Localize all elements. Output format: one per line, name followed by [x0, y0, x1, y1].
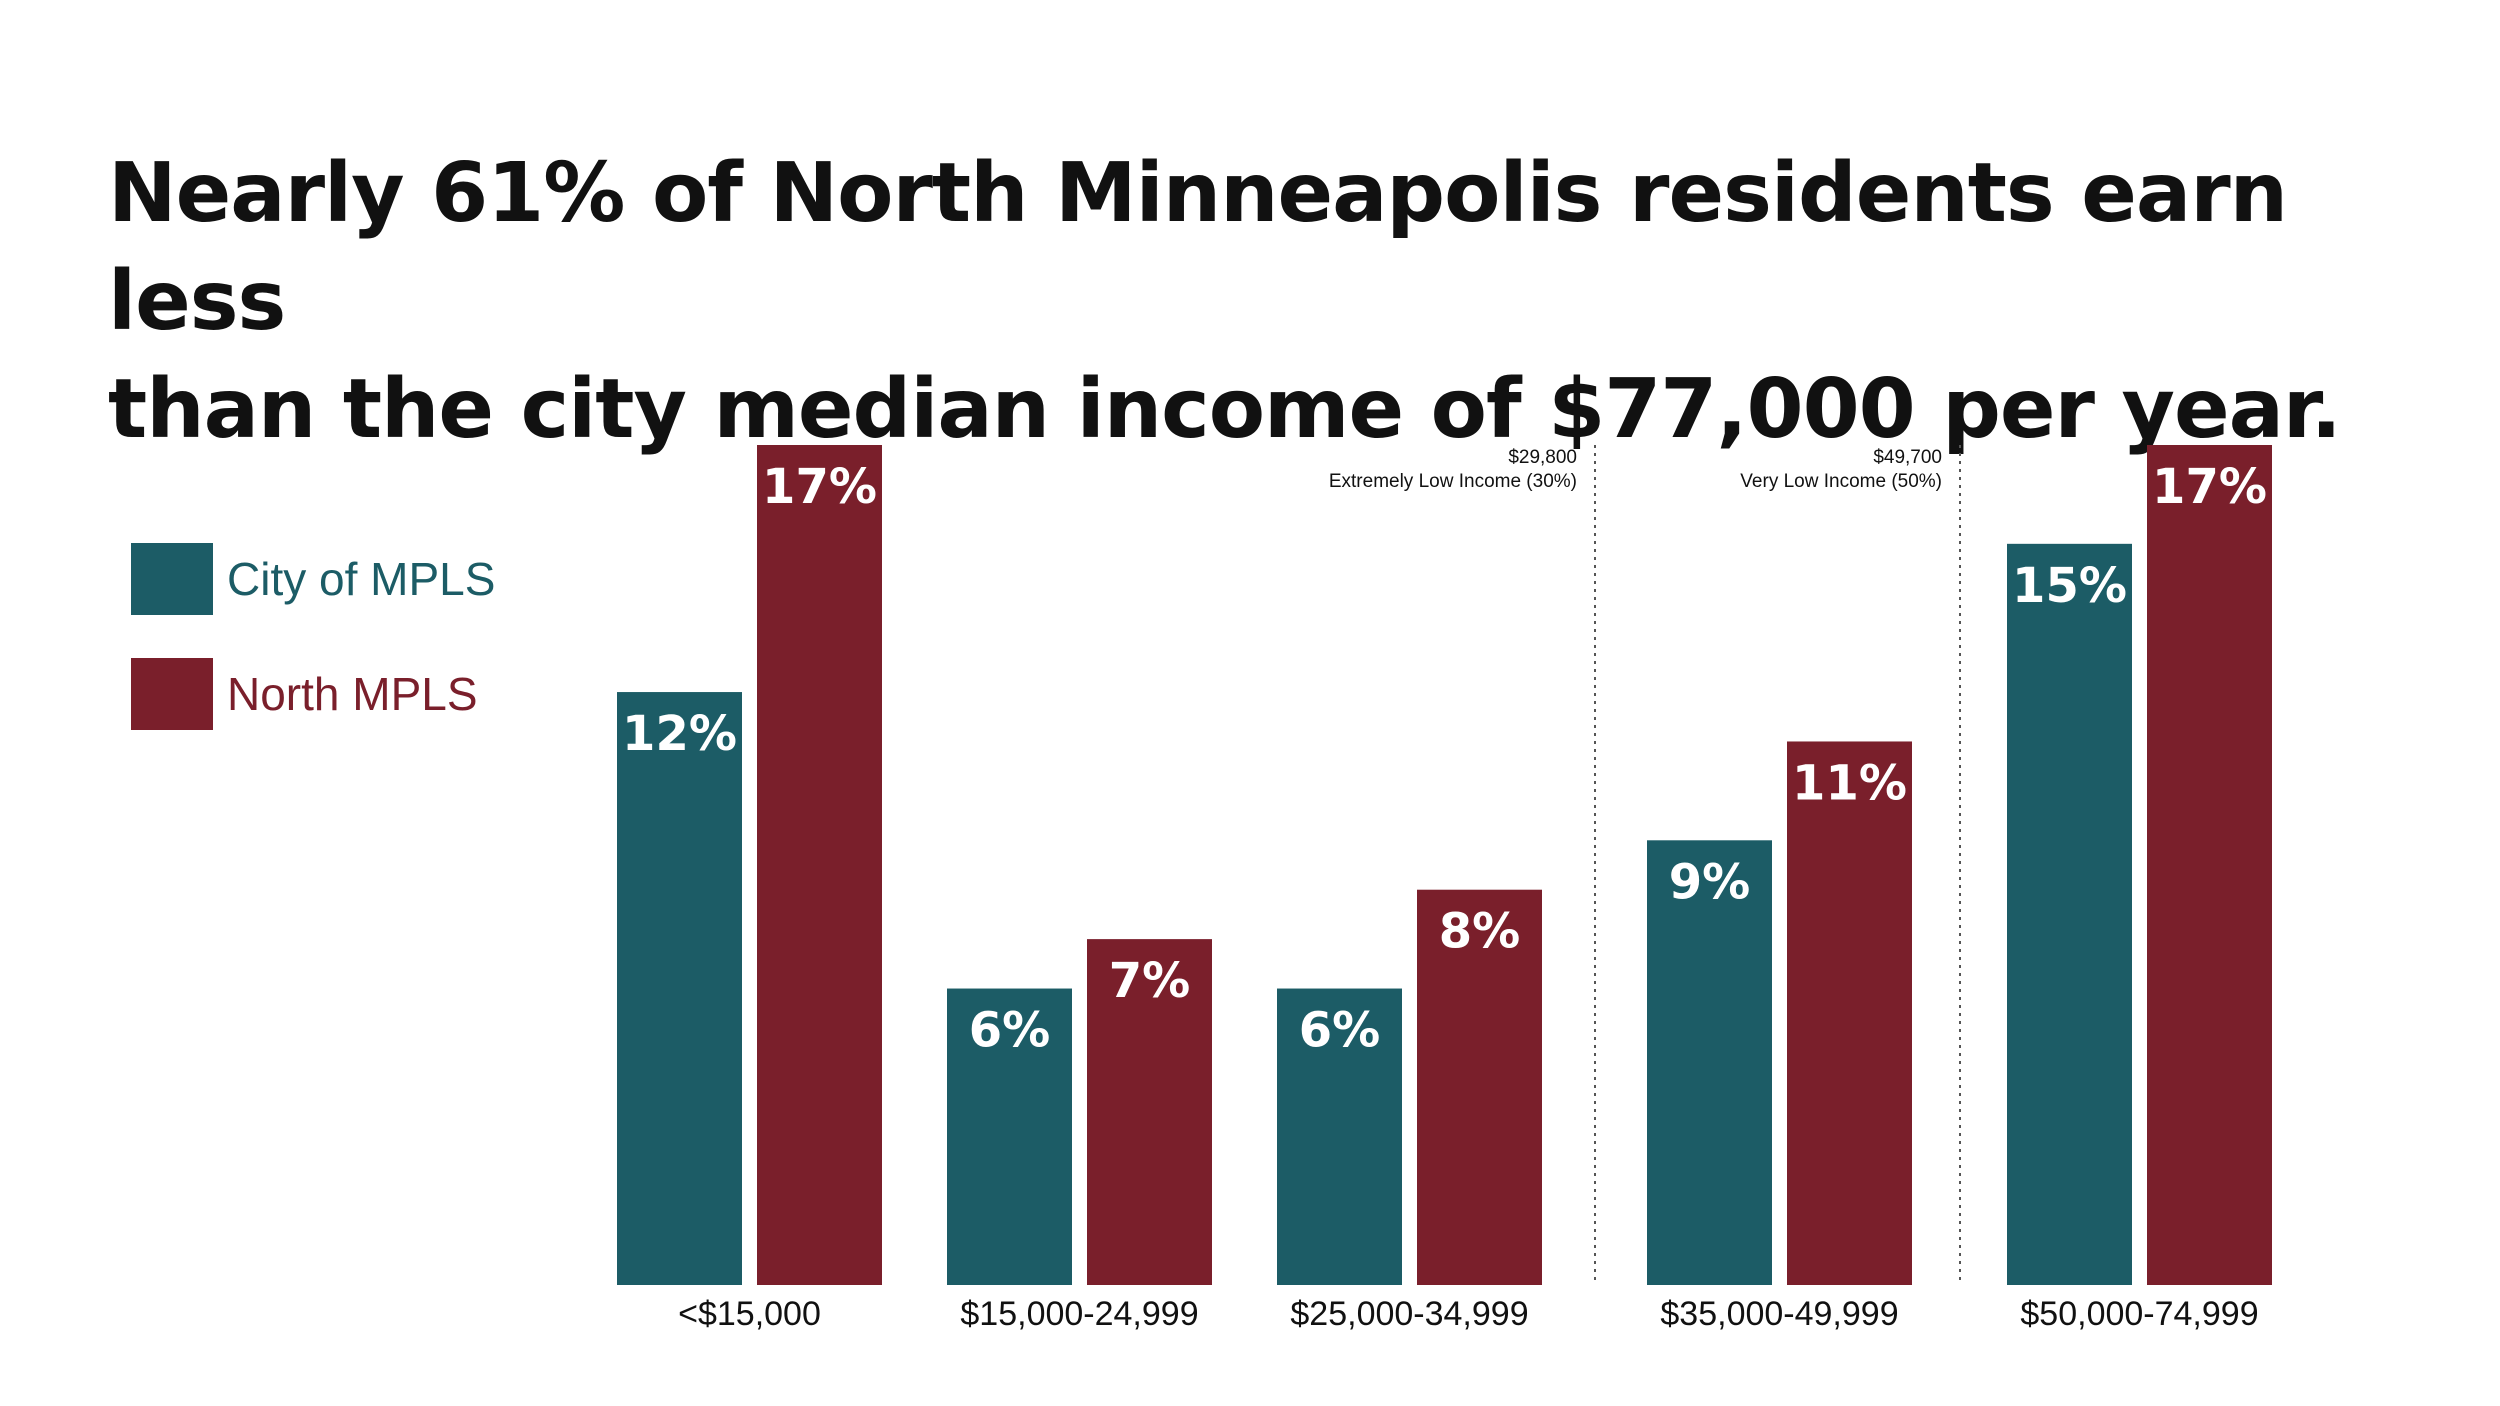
legend-item-north: North MPLS [131, 658, 478, 730]
x-tick-label-3: $35,000-49,999 [1660, 1295, 1898, 1333]
bar-city-2 [1277, 988, 1402, 1285]
x-tick-label-2: $25,000-34,999 [1290, 1295, 1528, 1333]
data-label-city-2: 6% [1299, 1003, 1381, 1059]
data-label-city-0: 12% [622, 706, 737, 762]
x-tick-label-4: $50,000-74,999 [2020, 1295, 2258, 1333]
bar-north-2 [1417, 889, 1542, 1285]
threshold-label-0: Extremely Low Income (30%) [1329, 471, 1577, 492]
data-label-north-0: 17% [762, 459, 877, 515]
bar-city-1 [947, 988, 1072, 1285]
bar-city-4 [2007, 543, 2132, 1285]
bar-north-4 [2147, 445, 2272, 1285]
legend-swatch-city [131, 543, 213, 615]
x-tick-label-0: <$15,000 [678, 1295, 821, 1333]
threshold-label-1: Very Low Income (50%) [1740, 471, 1942, 492]
data-label-north-2: 8% [1439, 904, 1521, 960]
data-label-city-4: 15% [2012, 558, 2127, 614]
bar-city-0 [617, 692, 742, 1285]
legend-label-north: North MPLS [227, 668, 478, 720]
data-label-north-4: 17% [2152, 459, 2267, 515]
threshold-value-0: $29,800 [1508, 447, 1577, 468]
x-tick-label-1: $15,000-24,999 [960, 1295, 1198, 1333]
data-label-city-1: 6% [969, 1003, 1051, 1059]
data-label-north-1: 7% [1109, 953, 1191, 1009]
legend-label-city: City of MPLS [227, 553, 496, 605]
data-label-north-3: 11% [1792, 755, 1907, 811]
bar-north-3 [1787, 741, 1912, 1285]
title-line-2: than the city median income of $77,000 p… [108, 362, 2342, 457]
threshold-value-1: $49,700 [1873, 447, 1942, 468]
legend-swatch-north [131, 658, 213, 730]
bar-city-3 [1647, 840, 1772, 1285]
bar-north-1 [1087, 939, 1212, 1285]
bar-north-0 [757, 445, 882, 1285]
data-label-city-3: 9% [1669, 854, 1751, 910]
title-line-1: Nearly 61% of North Minneapolis resident… [108, 146, 2288, 349]
legend-item-city: City of MPLS [131, 543, 495, 615]
chart-title: Nearly 61% of North Minneapolis resident… [108, 140, 2408, 464]
